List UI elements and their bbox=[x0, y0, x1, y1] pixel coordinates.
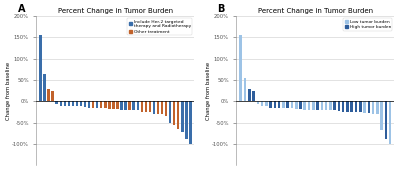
Bar bbox=[128, 101, 131, 110]
Bar bbox=[372, 101, 374, 114]
Y-axis label: Change from baseline: Change from baseline bbox=[206, 62, 210, 120]
Bar bbox=[308, 101, 310, 110]
Bar bbox=[295, 101, 298, 109]
Bar bbox=[261, 101, 263, 106]
Bar bbox=[153, 101, 155, 114]
Bar bbox=[96, 101, 98, 108]
Bar bbox=[320, 101, 323, 110]
Bar bbox=[329, 101, 332, 110]
Bar bbox=[269, 101, 272, 108]
Bar bbox=[39, 35, 42, 101]
Bar bbox=[60, 101, 62, 106]
Bar bbox=[333, 101, 336, 110]
Bar bbox=[177, 101, 180, 129]
Bar bbox=[80, 101, 82, 106]
Bar bbox=[299, 101, 302, 109]
Bar bbox=[145, 101, 147, 112]
Bar bbox=[84, 101, 86, 107]
Bar bbox=[140, 101, 143, 112]
Bar bbox=[380, 101, 383, 130]
Bar bbox=[104, 101, 106, 108]
Bar bbox=[132, 101, 135, 110]
Bar bbox=[72, 101, 74, 106]
Bar bbox=[274, 101, 276, 108]
Bar bbox=[165, 101, 167, 116]
Bar bbox=[161, 101, 163, 114]
Bar bbox=[136, 101, 139, 110]
Bar bbox=[169, 101, 171, 123]
Bar bbox=[265, 101, 268, 106]
Bar bbox=[92, 101, 94, 108]
Bar bbox=[100, 101, 102, 108]
Bar bbox=[312, 101, 314, 110]
Bar bbox=[342, 101, 344, 112]
Bar bbox=[389, 101, 392, 144]
Bar bbox=[43, 74, 46, 101]
Bar bbox=[112, 101, 115, 109]
Bar bbox=[88, 101, 90, 108]
Bar bbox=[252, 91, 255, 101]
Bar bbox=[363, 101, 366, 113]
Bar bbox=[385, 101, 387, 139]
Bar bbox=[185, 101, 188, 139]
Bar bbox=[189, 101, 192, 144]
Title: Percent Change in Tumor Burden: Percent Change in Tumor Burden bbox=[258, 8, 373, 14]
Bar bbox=[120, 101, 123, 110]
Text: B: B bbox=[218, 4, 225, 14]
Bar bbox=[325, 101, 328, 110]
Bar bbox=[56, 101, 58, 104]
Bar bbox=[68, 101, 70, 106]
Bar bbox=[244, 78, 246, 101]
Legend: Low tumor burden, High tumor burden: Low tumor burden, High tumor burden bbox=[343, 18, 392, 31]
Bar bbox=[116, 101, 119, 109]
Bar bbox=[278, 101, 280, 108]
Bar bbox=[338, 101, 340, 111]
Bar bbox=[240, 35, 242, 101]
Bar bbox=[286, 101, 289, 108]
Bar bbox=[157, 101, 159, 114]
Bar bbox=[173, 101, 176, 125]
Bar bbox=[181, 101, 184, 132]
Bar bbox=[376, 101, 379, 114]
Bar bbox=[316, 101, 319, 110]
Bar bbox=[304, 101, 306, 110]
Bar bbox=[248, 89, 250, 101]
Bar bbox=[355, 101, 357, 112]
Title: Percent Change in Tumor Burden: Percent Change in Tumor Burden bbox=[58, 8, 173, 14]
Bar bbox=[346, 101, 349, 112]
Text: A: A bbox=[18, 4, 25, 14]
Bar bbox=[108, 101, 110, 109]
Bar bbox=[256, 101, 259, 104]
Bar bbox=[76, 101, 78, 106]
Y-axis label: Change from baseline: Change from baseline bbox=[6, 62, 10, 120]
Bar bbox=[149, 101, 151, 112]
Bar bbox=[47, 89, 50, 101]
Bar bbox=[368, 101, 370, 113]
Bar bbox=[291, 101, 293, 108]
Bar bbox=[359, 101, 362, 112]
Bar bbox=[124, 101, 127, 110]
Legend: Include Her-2 targeted
therapy and Radiotherapy, Other treatment: Include Her-2 targeted therapy and Radio… bbox=[128, 18, 192, 35]
Bar bbox=[64, 101, 66, 106]
Bar bbox=[282, 101, 285, 108]
Bar bbox=[52, 91, 54, 101]
Bar bbox=[350, 101, 353, 112]
